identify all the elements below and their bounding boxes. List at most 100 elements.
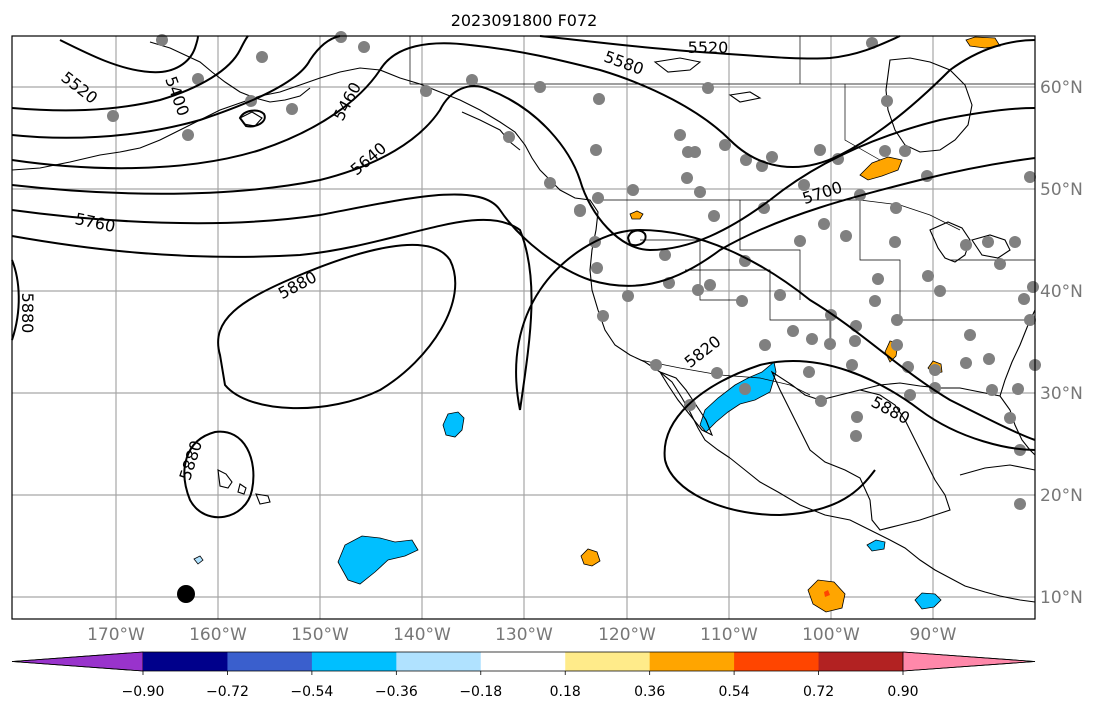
colorbar xyxy=(11,651,1036,672)
station-marker xyxy=(702,82,714,94)
station-marker xyxy=(1012,383,1024,395)
station-marker xyxy=(420,85,432,97)
positive-anomaly-canada xyxy=(859,156,903,181)
negative-anomaly-small-1 xyxy=(442,411,465,438)
station-marker xyxy=(904,389,916,401)
positive-anomaly-pacific-2 xyxy=(580,548,601,567)
station-marker xyxy=(593,93,605,105)
gulf-coast xyxy=(770,370,951,531)
colorbar-tick-label: −0.36 xyxy=(375,684,418,700)
latitude-tick-label: 50°N xyxy=(1040,180,1083,200)
station-marker xyxy=(544,177,556,189)
station-marker xyxy=(1024,314,1036,326)
contour-5760 xyxy=(11,218,533,411)
station-marker xyxy=(192,73,204,85)
station-marker xyxy=(803,366,815,378)
station-marker xyxy=(286,103,298,115)
colorbar-extend-low xyxy=(11,651,144,672)
colorbar-bin xyxy=(311,652,397,671)
coastlines xyxy=(11,41,1036,603)
station-marker xyxy=(759,339,771,351)
latitude-tick-label: 40°N xyxy=(1040,282,1083,302)
negative-anomaly-pacific xyxy=(337,535,419,585)
positive-anomaly-core xyxy=(824,590,830,597)
station-marker xyxy=(815,395,827,407)
station-marker xyxy=(850,430,862,442)
contour-label: 5520 xyxy=(688,38,729,57)
colorbar-tick-label: 0.72 xyxy=(803,684,834,700)
station-marker xyxy=(960,239,972,251)
station-marker xyxy=(650,359,662,371)
colorbar-tick-label: −0.54 xyxy=(290,684,333,700)
station-marker xyxy=(592,192,604,204)
figure-title: 2023091800 F072 xyxy=(451,11,598,30)
colorbar-bin xyxy=(649,652,735,671)
station-marker xyxy=(891,339,903,351)
colorbar-tick-label: −0.72 xyxy=(206,684,249,700)
station-marker xyxy=(1014,498,1026,510)
contour-5580 xyxy=(11,39,1036,170)
longitude-tick-label: 110°W xyxy=(700,625,758,645)
arctic-islands xyxy=(653,57,762,103)
station-marker xyxy=(689,146,701,158)
latitude-labels: 60°N 50°N 40°N 30°N 20°N 10°N xyxy=(1040,78,1083,608)
colorbar-bin xyxy=(565,652,651,671)
colorbar-tick-label: 0.90 xyxy=(887,684,918,700)
hawaii xyxy=(217,469,271,505)
station-marker xyxy=(739,255,751,267)
cuba xyxy=(959,464,1036,476)
station-marker xyxy=(983,353,995,365)
station-marker xyxy=(534,81,546,93)
station-marker xyxy=(740,154,752,166)
station-marker xyxy=(681,172,693,184)
contour-5880-pacific-closed xyxy=(217,243,457,410)
station-marker xyxy=(890,202,902,214)
colorbar-labels: −0.90 −0.72 −0.54 −0.36 −0.18 0.18 0.36 0.54 0.7… xyxy=(122,671,919,700)
contour-5520 xyxy=(11,35,901,139)
station-marker xyxy=(1004,412,1016,424)
station-marker xyxy=(881,95,893,107)
station-marker xyxy=(1027,281,1039,293)
station-marker xyxy=(107,110,119,122)
map-panel: 5520 5580 5460 5400 5520 5640 5700 5760 … xyxy=(11,31,1041,620)
colorbar-tick-label: 0.36 xyxy=(634,684,665,700)
contour-5880-leftedge xyxy=(11,259,20,341)
station-marker xyxy=(156,34,168,46)
station-marker xyxy=(774,289,786,301)
station-marker xyxy=(711,367,723,379)
station-marker xyxy=(899,145,911,157)
colorbar-bin xyxy=(143,652,228,671)
negative-anomaly-small-2 xyxy=(866,539,886,552)
station-marker xyxy=(929,382,941,394)
station-marker xyxy=(622,290,634,302)
station-marker xyxy=(806,333,818,345)
colorbar-bin xyxy=(818,652,904,671)
longitude-tick-label: 170°W xyxy=(87,625,145,645)
station-marker xyxy=(994,258,1006,270)
station-marker xyxy=(694,186,706,198)
contour-5880-mexico xyxy=(663,360,1036,517)
station-marker xyxy=(794,235,806,247)
alaska-peninsula xyxy=(149,41,311,103)
longitude-tick-label: 120°W xyxy=(598,625,656,645)
longitude-tick-label: 150°W xyxy=(291,625,349,645)
station-marker xyxy=(891,314,903,326)
station-marker xyxy=(591,262,603,274)
colorbar-bin xyxy=(227,652,313,671)
station-marker xyxy=(879,145,891,157)
baja-coast xyxy=(658,370,714,437)
station-marker xyxy=(766,151,778,163)
latitude-tick-label: 20°N xyxy=(1040,486,1083,506)
station-marker xyxy=(627,184,639,196)
station-marker xyxy=(590,144,602,156)
contour-5880-hawaii xyxy=(183,430,255,519)
contour-5820 xyxy=(515,228,1036,441)
longitude-tick-label: 160°W xyxy=(189,625,247,645)
station-marker xyxy=(574,205,586,217)
station-marker xyxy=(1009,236,1021,248)
station-marker xyxy=(684,399,696,411)
station-marker xyxy=(851,411,863,423)
station-marker xyxy=(982,236,994,248)
station-marker xyxy=(758,202,770,214)
